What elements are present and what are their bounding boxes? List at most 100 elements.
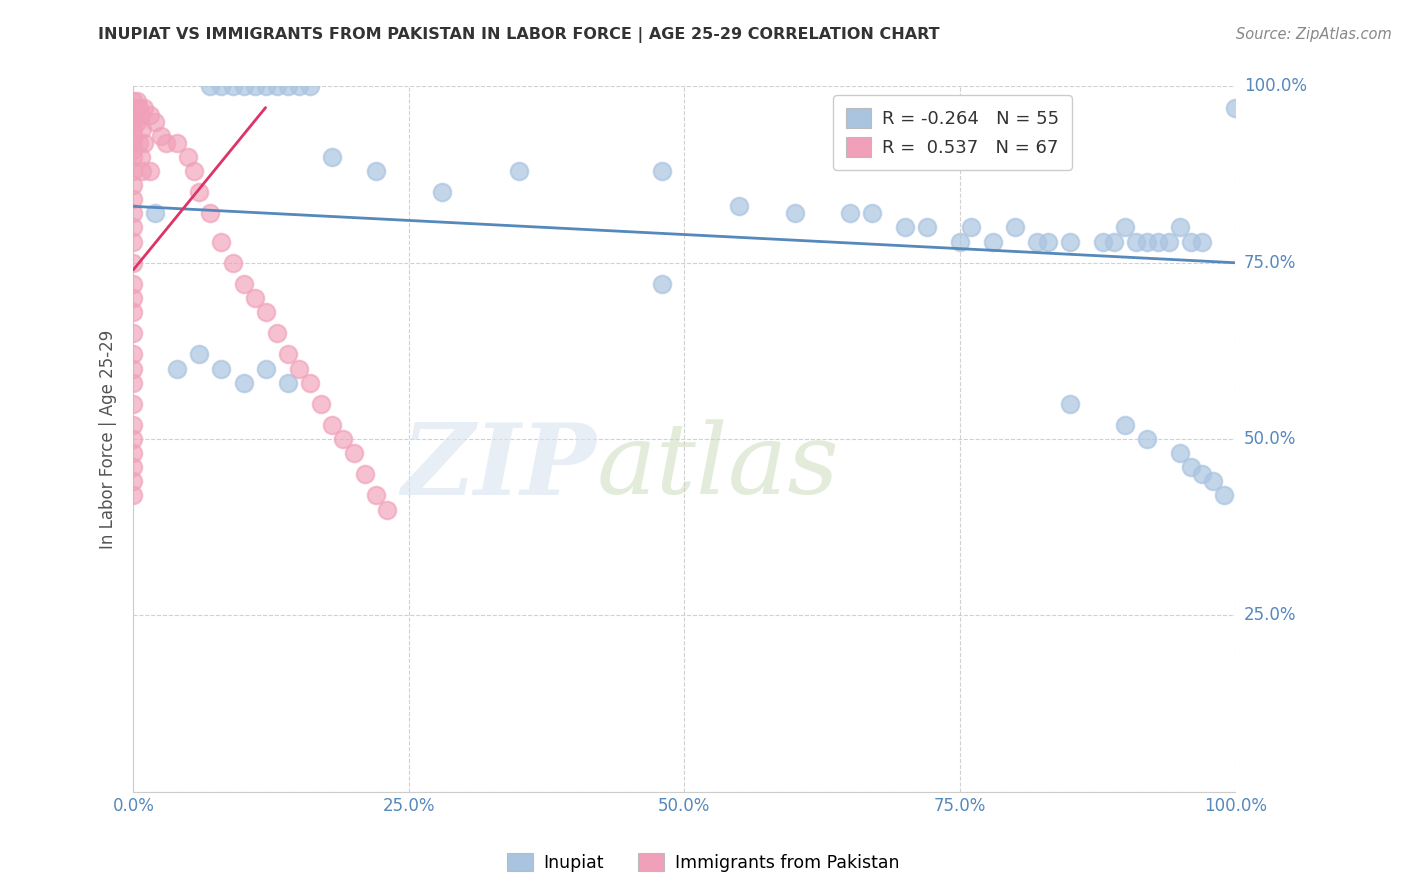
- Point: [430, 186, 453, 200]
- Point: [122, 326, 145, 341]
- Point: [122, 417, 145, 432]
- Text: 75.0%: 75.0%: [1244, 253, 1296, 272]
- Text: INUPIAT VS IMMIGRANTS FROM PAKISTAN IN LABOR FORCE | AGE 25-29 CORRELATION CHART: INUPIAT VS IMMIGRANTS FROM PAKISTAN IN L…: [98, 27, 941, 43]
- Point: [1136, 235, 1159, 249]
- Point: [200, 79, 222, 94]
- Point: [122, 220, 145, 235]
- Text: Source: ZipAtlas.com: Source: ZipAtlas.com: [1236, 27, 1392, 42]
- Y-axis label: In Labor Force | Age 25-29: In Labor Force | Age 25-29: [100, 329, 117, 549]
- Point: [959, 220, 981, 235]
- Point: [122, 128, 145, 143]
- Point: [277, 376, 299, 390]
- Point: [1191, 235, 1213, 249]
- Point: [364, 164, 387, 178]
- Point: [287, 79, 309, 94]
- Point: [122, 446, 145, 460]
- Point: [254, 305, 277, 319]
- Point: [122, 347, 145, 361]
- Point: [129, 108, 152, 122]
- Point: [125, 94, 148, 108]
- Point: [277, 347, 299, 361]
- Point: [243, 79, 266, 94]
- Point: [122, 376, 145, 390]
- Point: [353, 467, 375, 482]
- Point: [287, 361, 309, 376]
- Point: [188, 347, 211, 361]
- Point: [1004, 220, 1026, 235]
- Point: [122, 108, 145, 122]
- Point: [508, 164, 530, 178]
- Point: [1125, 235, 1147, 249]
- Point: [166, 136, 188, 150]
- Point: [266, 79, 288, 94]
- Text: 50.0%: 50.0%: [1244, 430, 1296, 448]
- Point: [1026, 235, 1049, 249]
- Point: [243, 291, 266, 305]
- Point: [122, 143, 145, 157]
- Point: [122, 432, 145, 446]
- Point: [1059, 235, 1081, 249]
- Point: [277, 79, 299, 94]
- Point: [1136, 432, 1159, 446]
- Point: [145, 206, 167, 220]
- Point: [949, 235, 972, 249]
- Point: [343, 446, 366, 460]
- Point: [1159, 235, 1181, 249]
- Point: [128, 136, 150, 150]
- Point: [122, 150, 145, 164]
- Point: [122, 235, 145, 249]
- Text: atlas: atlas: [596, 419, 839, 515]
- Legend: R = -0.264   N = 55, R =  0.537   N = 67: R = -0.264 N = 55, R = 0.537 N = 67: [834, 95, 1071, 169]
- Point: [155, 136, 177, 150]
- Point: [1202, 475, 1225, 489]
- Point: [122, 206, 145, 220]
- Point: [177, 150, 200, 164]
- Point: [139, 164, 162, 178]
- Point: [1191, 467, 1213, 482]
- Point: [122, 256, 145, 270]
- Point: [200, 206, 222, 220]
- Point: [122, 305, 145, 319]
- Point: [122, 101, 145, 115]
- Point: [375, 502, 398, 516]
- Text: 100.0%: 100.0%: [1244, 78, 1306, 95]
- Point: [122, 136, 145, 150]
- Point: [1147, 235, 1170, 249]
- Point: [1114, 220, 1136, 235]
- Point: [309, 397, 332, 411]
- Point: [1114, 417, 1136, 432]
- Point: [122, 164, 145, 178]
- Point: [122, 291, 145, 305]
- Point: [981, 235, 1004, 249]
- Point: [321, 150, 343, 164]
- Text: 25.0%: 25.0%: [1244, 607, 1296, 624]
- Point: [122, 121, 145, 136]
- Point: [298, 376, 321, 390]
- Point: [1225, 101, 1247, 115]
- Point: [838, 206, 860, 220]
- Point: [139, 108, 162, 122]
- Point: [149, 128, 172, 143]
- Point: [860, 206, 883, 220]
- Point: [728, 199, 751, 213]
- Point: [122, 361, 145, 376]
- Text: ZIP: ZIP: [401, 419, 596, 516]
- Point: [232, 376, 254, 390]
- Point: [211, 235, 233, 249]
- Point: [254, 79, 277, 94]
- Point: [1213, 488, 1236, 502]
- Legend: Inupiat, Immigrants from Pakistan: Inupiat, Immigrants from Pakistan: [499, 847, 907, 879]
- Point: [122, 460, 145, 475]
- Point: [122, 277, 145, 291]
- Point: [221, 79, 243, 94]
- Point: [122, 397, 145, 411]
- Point: [1092, 235, 1115, 249]
- Point: [122, 114, 145, 128]
- Point: [651, 164, 673, 178]
- Point: [232, 277, 254, 291]
- Point: [166, 361, 188, 376]
- Point: [183, 164, 205, 178]
- Point: [129, 150, 152, 164]
- Point: [122, 178, 145, 193]
- Point: [122, 94, 145, 108]
